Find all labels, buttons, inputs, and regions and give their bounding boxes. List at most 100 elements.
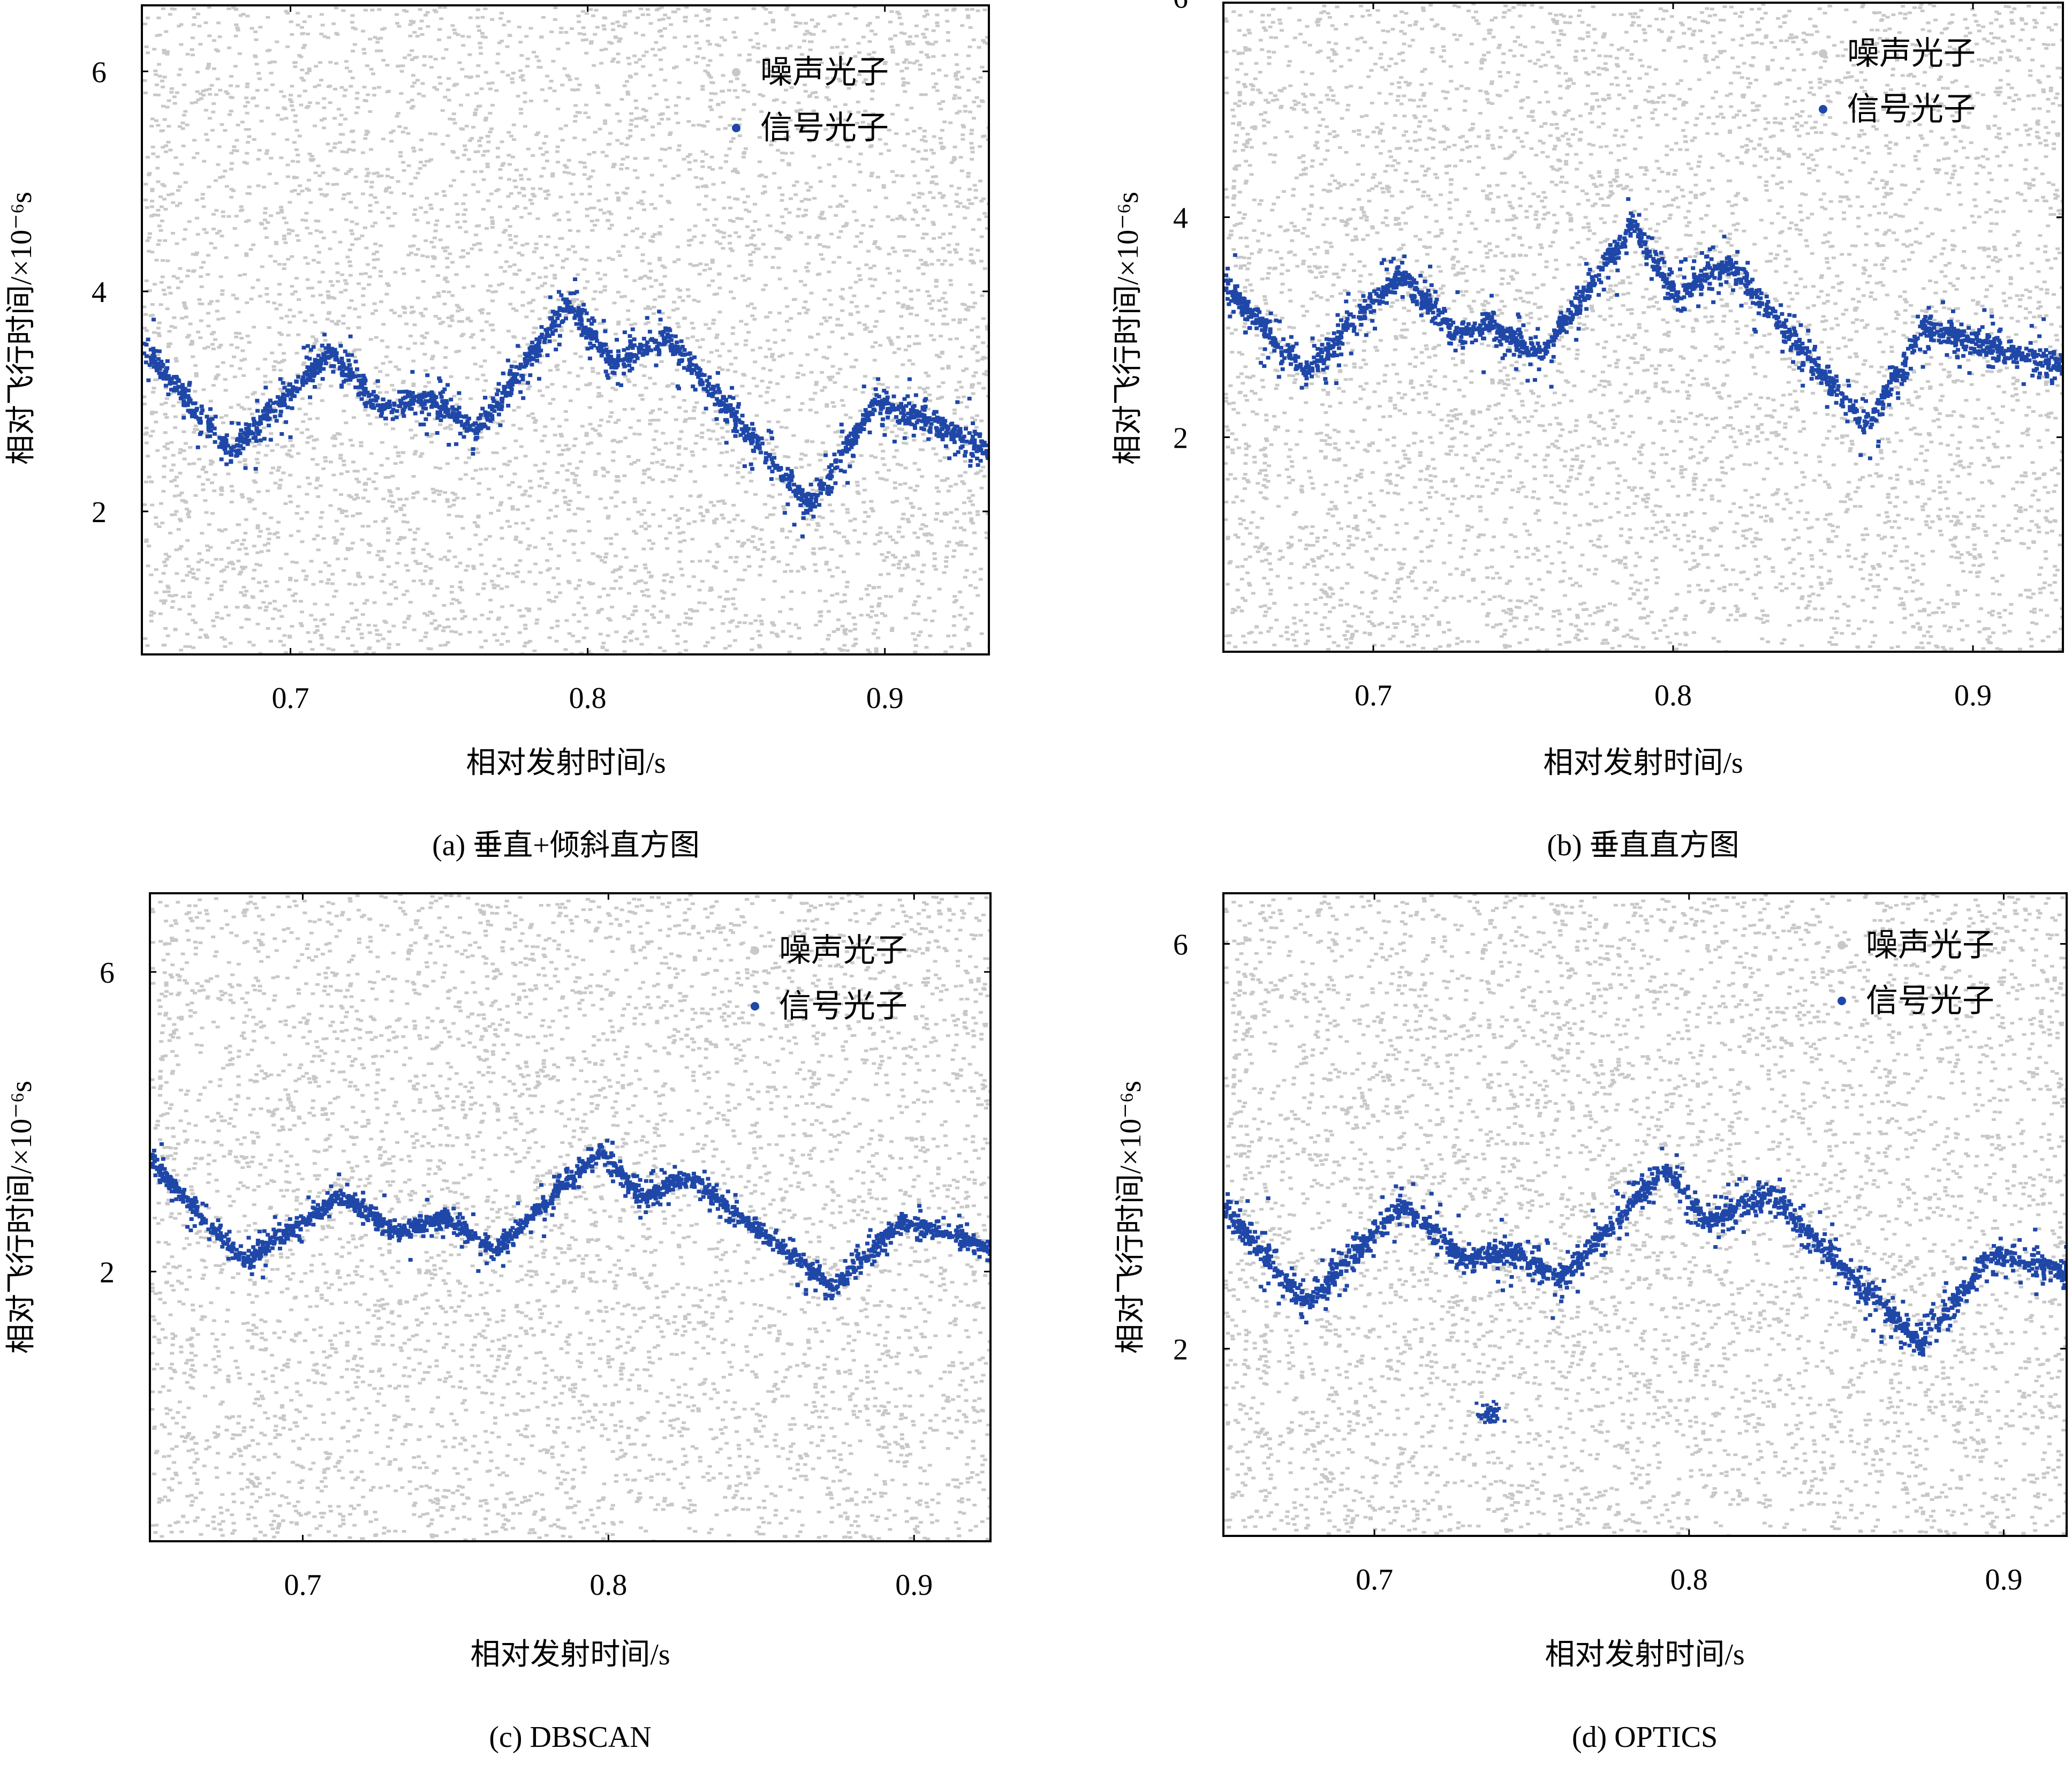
noise-point bbox=[394, 597, 398, 600]
noise-point bbox=[623, 192, 628, 195]
noise-point bbox=[916, 579, 921, 583]
noise-point bbox=[935, 89, 940, 92]
noise-point bbox=[836, 236, 841, 239]
noise-point bbox=[297, 54, 302, 57]
noise-point bbox=[870, 345, 875, 349]
noise-point bbox=[563, 410, 568, 413]
noise-point bbox=[525, 343, 530, 346]
noise-point bbox=[240, 566, 245, 569]
noise-point bbox=[657, 18, 662, 21]
noise-point bbox=[668, 478, 672, 481]
noise-point bbox=[520, 74, 525, 77]
noise-point bbox=[191, 36, 195, 40]
noise-point bbox=[492, 564, 497, 567]
noise-point bbox=[957, 96, 962, 100]
noise-point bbox=[910, 217, 915, 221]
noise-point bbox=[628, 134, 633, 138]
noise-point bbox=[170, 192, 175, 195]
noise-point bbox=[660, 312, 665, 315]
noise-point bbox=[232, 355, 237, 358]
noise-point bbox=[443, 278, 448, 281]
noise-point bbox=[669, 495, 674, 498]
noise-point bbox=[547, 599, 551, 601]
noise-point bbox=[341, 314, 346, 318]
noise-point bbox=[146, 564, 150, 568]
noise-point bbox=[239, 337, 244, 340]
noise-point bbox=[733, 607, 738, 611]
noise-point bbox=[304, 578, 308, 581]
noise-point bbox=[576, 601, 581, 605]
noise-point bbox=[626, 517, 631, 521]
noise-point bbox=[984, 215, 989, 218]
noise-point bbox=[546, 450, 550, 454]
noise-point bbox=[311, 458, 315, 461]
noise-point bbox=[975, 594, 980, 597]
noise-point bbox=[672, 36, 677, 39]
noise-point bbox=[648, 22, 653, 25]
noise-point bbox=[590, 229, 595, 232]
noise-point bbox=[397, 538, 402, 541]
noise-point bbox=[981, 317, 986, 320]
noise-point bbox=[929, 148, 934, 152]
noise-point bbox=[908, 486, 913, 489]
noise-point bbox=[367, 283, 372, 286]
noise-point bbox=[919, 527, 924, 531]
noise-point bbox=[799, 231, 804, 234]
noise-point bbox=[485, 149, 490, 153]
noise-point bbox=[754, 527, 759, 530]
noise-point bbox=[267, 172, 272, 176]
noise-point bbox=[788, 44, 793, 48]
noise-point bbox=[229, 406, 233, 409]
noise-point bbox=[652, 382, 657, 385]
noise-point bbox=[194, 251, 199, 254]
noise-point bbox=[369, 148, 373, 151]
noise-point bbox=[801, 214, 806, 217]
noise-point bbox=[356, 105, 360, 109]
noise-point bbox=[647, 525, 652, 528]
noise-point bbox=[798, 408, 803, 411]
noise-point bbox=[614, 36, 618, 39]
noise-point bbox=[602, 28, 607, 31]
noise-point bbox=[711, 418, 716, 421]
noise-point bbox=[149, 611, 154, 613]
noise-point bbox=[328, 85, 332, 88]
noise-point bbox=[867, 584, 872, 587]
noise-point bbox=[850, 460, 855, 463]
noise-point bbox=[544, 243, 549, 246]
noise-point bbox=[501, 419, 505, 423]
noise-point bbox=[794, 21, 798, 24]
noise-point bbox=[432, 86, 437, 89]
noise-point bbox=[500, 40, 504, 43]
noise-point bbox=[506, 329, 511, 333]
noise-point bbox=[717, 311, 722, 314]
noise-point bbox=[828, 205, 833, 208]
noise-point bbox=[501, 162, 506, 165]
noise-point bbox=[928, 191, 932, 194]
noise-point bbox=[838, 435, 843, 438]
noise-point bbox=[172, 479, 177, 482]
noise-point bbox=[618, 576, 623, 579]
noise-point bbox=[960, 76, 965, 79]
noise-point bbox=[733, 197, 738, 200]
noise-point bbox=[180, 579, 185, 582]
noise-point bbox=[804, 517, 809, 521]
noise-point bbox=[408, 23, 413, 26]
noise-point bbox=[249, 412, 254, 416]
noise-point bbox=[923, 390, 927, 394]
noise-point bbox=[210, 563, 215, 567]
noise-point bbox=[693, 480, 698, 483]
noise-point bbox=[563, 385, 568, 388]
noise-point bbox=[327, 312, 331, 315]
noise-point bbox=[932, 338, 936, 342]
noise-point bbox=[691, 264, 696, 267]
noise-point bbox=[576, 273, 580, 276]
noise-point bbox=[342, 410, 346, 412]
noise-point bbox=[754, 247, 759, 251]
noise-point bbox=[818, 589, 822, 592]
noise-point bbox=[640, 481, 645, 484]
noise-point bbox=[698, 262, 703, 266]
noise-point bbox=[673, 514, 678, 517]
noise-point bbox=[603, 17, 608, 20]
noise-point bbox=[336, 557, 340, 561]
noise-point bbox=[753, 220, 758, 223]
